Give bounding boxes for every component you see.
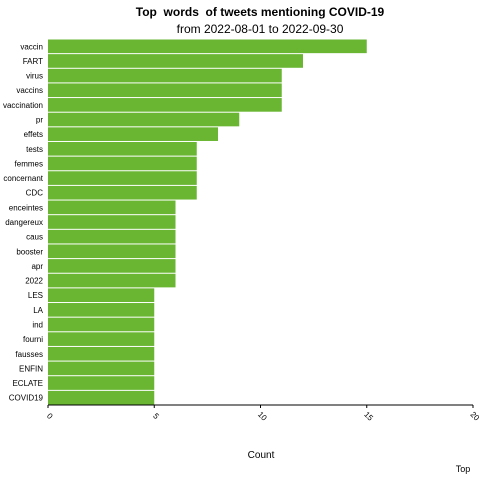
bar — [48, 127, 218, 141]
bar — [48, 54, 303, 68]
x-tick-label: 0 — [45, 411, 55, 421]
category-label: LES — [28, 291, 43, 300]
category-label: 2022 — [25, 277, 43, 286]
chart-title: Top words of tweets mentioning COVID-19 — [136, 5, 385, 19]
bar — [48, 362, 154, 376]
bar — [48, 157, 197, 171]
category-label: apr — [31, 262, 43, 271]
category-label: pr — [36, 116, 43, 125]
bar — [48, 376, 154, 390]
bar — [48, 201, 176, 215]
category-label: fourni — [23, 335, 43, 344]
bar — [48, 40, 367, 54]
bar — [48, 186, 197, 200]
x-tick-label: 20 — [468, 410, 480, 423]
category-label: FART — [23, 57, 43, 66]
category-label: effets — [24, 130, 43, 139]
bar — [48, 288, 154, 302]
category-label: caus — [26, 233, 43, 242]
category-label: tests — [26, 145, 43, 154]
bars-group — [48, 40, 367, 405]
legend-label: Top — [456, 464, 471, 474]
category-labels: vaccin FART virus vaccins vaccination pr effet… — [3, 42, 44, 402]
category-label: femmes — [15, 159, 43, 168]
category-label: concernant — [3, 174, 43, 183]
x-axis-title: Count — [248, 450, 275, 461]
bar — [48, 303, 154, 317]
bar — [48, 230, 176, 244]
category-label: booster — [16, 247, 43, 256]
x-tick-label: 15 — [362, 410, 375, 423]
category-label: vaccin — [20, 42, 43, 51]
category-label: COVID19 — [9, 394, 44, 403]
category-label: ind — [32, 320, 43, 329]
category-label: vaccins — [16, 86, 43, 95]
bar — [48, 259, 176, 273]
category-label: CDC — [26, 189, 44, 198]
category-label: ECLATE — [12, 379, 43, 388]
category-label: fausses — [15, 350, 43, 359]
category-label: vaccination — [3, 101, 43, 110]
bar — [48, 83, 282, 97]
bar — [48, 332, 154, 346]
bar — [48, 274, 176, 288]
category-label: enceintes — [9, 203, 43, 212]
chart-subtitle: from 2022-08-01 to 2022-09-30 — [177, 22, 344, 36]
bar — [48, 142, 197, 156]
bar — [48, 98, 282, 112]
bar — [48, 318, 154, 332]
bar — [48, 215, 176, 229]
bar — [48, 171, 197, 185]
bar — [48, 391, 154, 405]
x-tick-label: 10 — [256, 410, 269, 423]
bar — [48, 69, 282, 83]
bar — [48, 347, 154, 361]
bar — [48, 113, 239, 127]
bar — [48, 244, 176, 258]
x-tick-label: 5 — [151, 411, 161, 421]
category-label: dangereux — [5, 218, 43, 227]
x-ticks: 0 5 10 15 20 — [45, 405, 480, 423]
category-label: LA — [33, 306, 43, 315]
category-label: ENFIN — [19, 364, 43, 373]
category-label: virus — [26, 72, 43, 81]
